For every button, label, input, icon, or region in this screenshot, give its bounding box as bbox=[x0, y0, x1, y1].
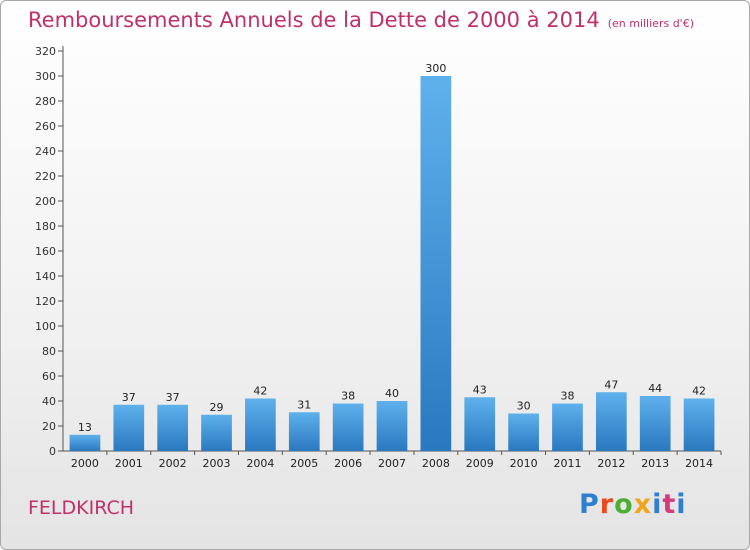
data-label: 43 bbox=[473, 383, 487, 396]
x-tick-label: 2009 bbox=[466, 457, 494, 470]
logo-letter: t bbox=[662, 489, 677, 520]
x-tick-label: 2000 bbox=[71, 457, 99, 470]
y-tick-label: 40 bbox=[42, 395, 56, 408]
y-tick-label: 160 bbox=[35, 245, 56, 258]
commune-name: FELDKIRCH bbox=[28, 497, 135, 519]
x-tick-label: 2005 bbox=[290, 457, 318, 470]
logo-letter: r bbox=[599, 489, 615, 520]
x-tick-label: 2004 bbox=[246, 457, 274, 470]
y-tick-label: 220 bbox=[35, 170, 56, 183]
bar bbox=[595, 392, 627, 451]
title-block: Remboursements Annuels de la Dette de 20… bbox=[28, 8, 694, 32]
data-label: 47 bbox=[604, 378, 618, 391]
logo-letter: x bbox=[633, 489, 653, 520]
y-tick-label: 60 bbox=[42, 370, 56, 383]
bar bbox=[376, 401, 408, 451]
logo-letter: i bbox=[652, 489, 663, 520]
data-label: 38 bbox=[560, 390, 574, 403]
data-label: 42 bbox=[692, 385, 706, 398]
chart-title: Remboursements Annuels de la Dette de 20… bbox=[28, 8, 600, 32]
y-tick-label: 280 bbox=[35, 95, 56, 108]
bar bbox=[420, 76, 452, 451]
bar bbox=[332, 403, 364, 451]
y-tick-label: 0 bbox=[49, 445, 56, 458]
bar bbox=[288, 412, 320, 451]
logo-letter: o bbox=[614, 489, 634, 520]
data-label: 44 bbox=[648, 382, 662, 395]
y-tick-label: 180 bbox=[35, 220, 56, 233]
data-label: 37 bbox=[166, 391, 180, 404]
bars bbox=[69, 76, 715, 451]
y-tick-label: 120 bbox=[35, 295, 56, 308]
x-tick-label: 2014 bbox=[685, 457, 713, 470]
bar bbox=[201, 414, 232, 451]
x-axis: 2000 2001 2002 2003 2004 2005 2006 2007 2008 2009… bbox=[63, 450, 722, 470]
x-tick-label: 2002 bbox=[159, 457, 187, 470]
logo-letter: P bbox=[579, 489, 600, 520]
chart-subtitle: (en milliers d'€) bbox=[607, 17, 694, 30]
y-tick-label: 200 bbox=[35, 195, 56, 208]
y-tick-label: 300 bbox=[35, 70, 56, 83]
proxiti-logo: Proxiti bbox=[579, 489, 687, 520]
data-label: 13 bbox=[78, 421, 92, 434]
bar bbox=[464, 397, 496, 451]
bar bbox=[683, 398, 715, 451]
data-label: 40 bbox=[385, 387, 399, 400]
bar bbox=[157, 404, 189, 451]
x-tick-label: 2001 bbox=[115, 457, 143, 470]
y-tick-label: 240 bbox=[35, 145, 56, 158]
x-tick-label: 2008 bbox=[422, 457, 450, 470]
bar bbox=[113, 404, 145, 451]
x-tick-label: 2007 bbox=[378, 457, 406, 470]
y-tick-label: 260 bbox=[35, 120, 56, 133]
bar bbox=[552, 403, 583, 451]
logo-letter: i bbox=[676, 489, 687, 520]
data-label: 29 bbox=[210, 401, 224, 414]
x-tick-label: 2011 bbox=[553, 457, 581, 470]
data-label: 30 bbox=[517, 400, 531, 413]
bar bbox=[69, 434, 101, 451]
x-tick-label: 2006 bbox=[334, 457, 362, 470]
x-tick-label: 2003 bbox=[203, 457, 231, 470]
data-label: 38 bbox=[341, 390, 355, 403]
data-label: 31 bbox=[297, 398, 311, 411]
bar bbox=[508, 413, 539, 451]
bar bbox=[639, 396, 671, 451]
x-tick-label: 2012 bbox=[597, 457, 625, 470]
bar bbox=[245, 398, 276, 451]
data-label: 42 bbox=[253, 385, 267, 398]
y-tick-label: 100 bbox=[35, 320, 56, 333]
data-label: 37 bbox=[122, 391, 136, 404]
x-tick-label: 2010 bbox=[510, 457, 538, 470]
y-axis: 0 20 40 60 80 100 120 140 160 180 200 220 240 260 280 3… bbox=[35, 45, 64, 458]
y-tick-label: 320 bbox=[35, 45, 56, 58]
y-tick-label: 140 bbox=[35, 270, 56, 283]
y-tick-label: 20 bbox=[42, 420, 56, 433]
data-labels: 13 37 37 29 42 31 38 40 300 43 30 38 47 44 42 bbox=[78, 62, 706, 434]
data-label: 300 bbox=[425, 62, 446, 75]
x-tick-label: 2013 bbox=[641, 457, 669, 470]
y-tick-label: 80 bbox=[42, 345, 56, 358]
